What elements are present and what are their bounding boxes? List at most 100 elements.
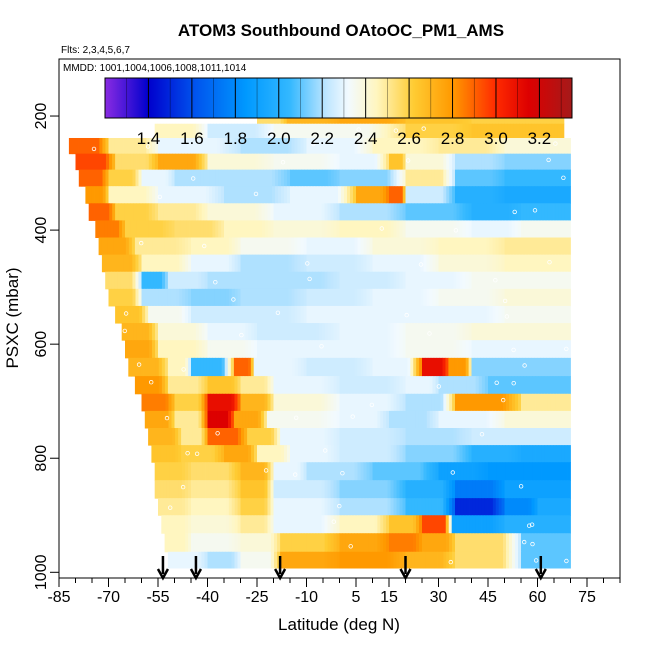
heatmap-cell (555, 445, 560, 463)
heatmap-cell (546, 515, 550, 534)
heatmap-cell (330, 551, 334, 569)
heatmap-cell (324, 357, 328, 377)
heatmap-cell (354, 169, 358, 187)
heatmap-cell (285, 203, 289, 221)
heatmap-cell (264, 254, 268, 273)
heatmap-cell (440, 551, 444, 569)
heatmap-cell (561, 480, 565, 499)
heatmap-cell (393, 498, 397, 516)
heatmap-cell (357, 357, 361, 377)
heatmap-cell (430, 357, 435, 377)
heatmap-cell (324, 376, 328, 395)
heatmap-cell (423, 203, 427, 221)
heatmap-cell (381, 203, 385, 221)
heatmap-cell (300, 480, 304, 499)
heatmap-cell (408, 445, 412, 463)
heatmap-cell (498, 169, 502, 187)
heatmap-cell (270, 153, 274, 171)
heatmap-cell (131, 137, 136, 155)
heatmap-cell (188, 254, 192, 273)
heatmap-cell (351, 288, 355, 307)
heatmap-cell (99, 186, 104, 204)
heatmap-cell (247, 220, 251, 239)
heatmap-cell (435, 428, 439, 446)
heatmap-cell (132, 169, 136, 187)
heatmap-cell (336, 220, 340, 239)
heatmap-cell (377, 153, 381, 171)
heatmap-cell (417, 323, 421, 341)
heatmap-cell (203, 220, 207, 239)
heatmap-cell (240, 271, 244, 290)
heatmap-cell (175, 462, 180, 481)
heatmap-cell (345, 357, 349, 377)
heatmap-cell (172, 305, 177, 324)
sample-point (553, 141, 558, 146)
heatmap-cell (498, 428, 502, 446)
heatmap-cell (158, 137, 162, 155)
heatmap-cell (459, 357, 464, 377)
heatmap-cell (225, 137, 230, 155)
heatmap-cell (236, 323, 240, 341)
heatmap-cell (466, 498, 470, 516)
heatmap-cell (105, 271, 109, 290)
heatmap-cell (478, 376, 483, 395)
heatmap-cell (321, 498, 325, 516)
heatmap-cell (222, 376, 226, 395)
heatmap-cell (460, 462, 464, 481)
heatmap-cell (324, 410, 328, 429)
heatmap-cell (289, 551, 293, 569)
heatmap-cell (177, 169, 181, 187)
sample-point (561, 175, 566, 180)
heatmap-cell (567, 254, 571, 273)
heatmap-cell (470, 533, 474, 553)
heatmap-cell (222, 271, 226, 290)
heatmap-cell (270, 254, 274, 273)
heatmap-cell (544, 203, 548, 221)
heatmap-cell (531, 410, 535, 429)
heatmap-cell (88, 186, 92, 204)
heatmap-cell (111, 137, 115, 155)
heatmap-cell (318, 340, 323, 359)
heatmap-cell (381, 137, 385, 155)
heatmap-cell (330, 271, 334, 290)
heatmap-cell (264, 551, 269, 569)
heatmap-cell (441, 288, 445, 307)
heatmap-cell (484, 153, 488, 171)
heatmap-cell (414, 498, 418, 516)
heatmap-cell (480, 203, 485, 221)
heatmap-cell (351, 254, 355, 273)
heatmap-cell (558, 237, 562, 256)
heatmap-cell (169, 153, 173, 171)
heatmap-cell (222, 428, 227, 446)
heatmap-cell (113, 220, 117, 239)
heatmap-cell (151, 153, 156, 171)
heatmap-cell (429, 410, 434, 429)
heatmap-cell (498, 271, 502, 290)
heatmap-cell (251, 323, 255, 341)
heatmap-cell (543, 357, 547, 377)
heatmap-cell (333, 169, 337, 187)
heatmap-cell (336, 288, 340, 307)
heatmap-cell (555, 428, 559, 446)
heatmap-cell (191, 220, 196, 239)
heatmap-cell (273, 480, 277, 499)
heatmap-cell (149, 340, 153, 359)
heatmap-cell (130, 323, 135, 341)
heatmap-cell (514, 445, 519, 463)
heatmap-cell (188, 186, 192, 204)
heatmap-cell (205, 137, 209, 155)
heatmap-cell (428, 169, 433, 187)
heatmap-cell (465, 305, 469, 324)
heatmap-cell (509, 393, 513, 412)
heatmap-cell (375, 169, 379, 187)
heatmap-cell (564, 376, 568, 395)
heatmap-cell (339, 323, 343, 341)
heatmap-cell (519, 357, 523, 377)
heatmap-cell (312, 376, 316, 395)
heatmap-cell (333, 340, 337, 359)
heatmap-cell (152, 186, 156, 204)
heatmap-cell (529, 220, 534, 239)
heatmap-cell (222, 323, 226, 341)
heatmap-cell (196, 237, 201, 256)
heatmap-cell (387, 237, 391, 256)
